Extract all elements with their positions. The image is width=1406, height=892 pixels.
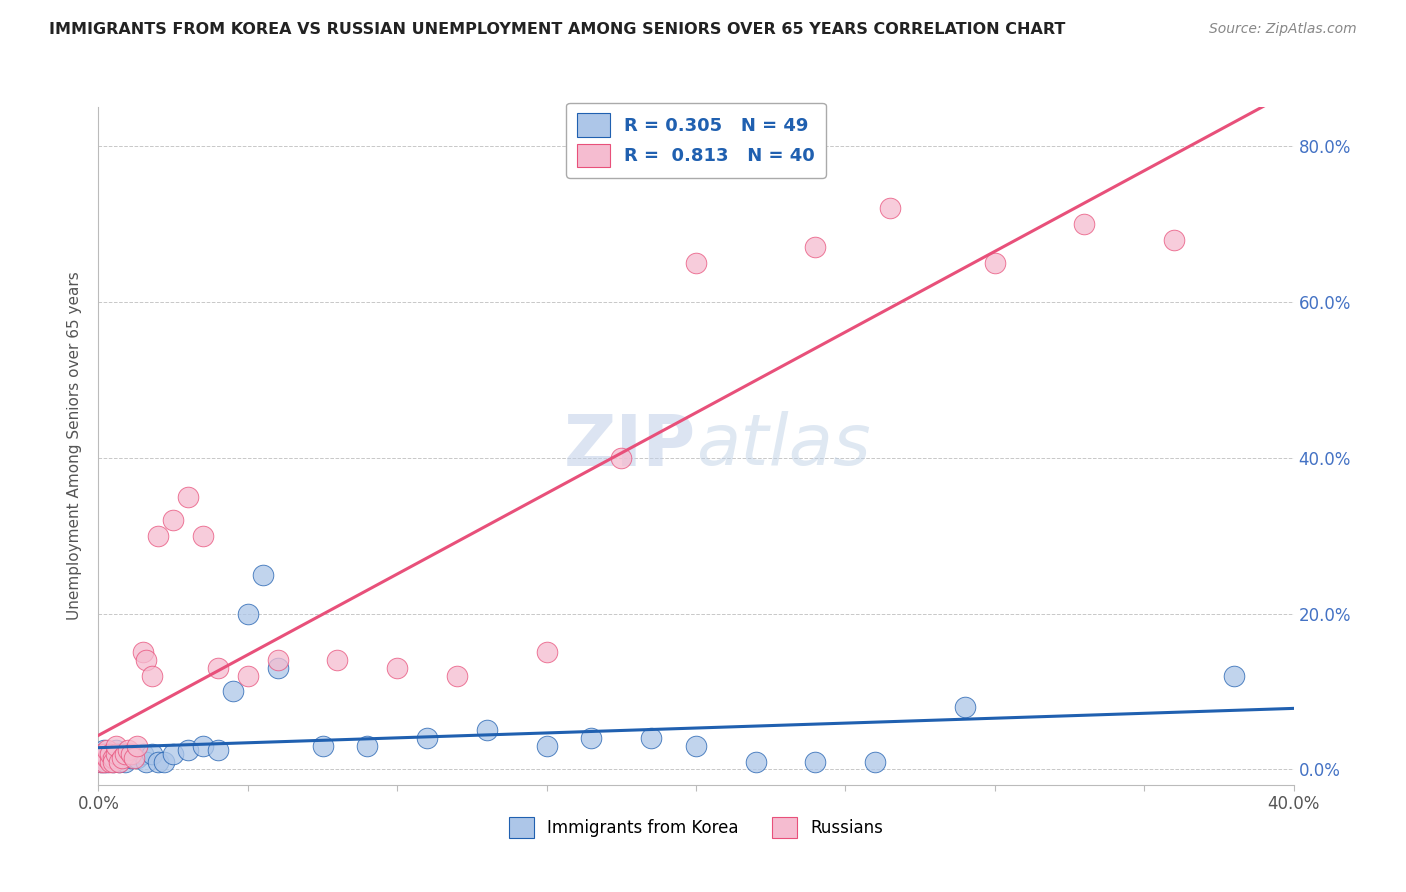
- Text: IMMIGRANTS FROM KOREA VS RUSSIAN UNEMPLOYMENT AMONG SENIORS OVER 65 YEARS CORREL: IMMIGRANTS FROM KOREA VS RUSSIAN UNEMPLO…: [49, 22, 1066, 37]
- Point: [120, 747, 142, 761]
- Y-axis label: Unemployment Among Seniors over 65 years: Unemployment Among Seniors over 65 years: [67, 272, 83, 620]
- Point: [162, 747, 184, 761]
- Point: [103, 755, 125, 769]
- Point: [96, 743, 118, 757]
- Point: [96, 750, 118, 764]
- Point: [124, 747, 146, 761]
- Point: [252, 567, 274, 582]
- Point: [953, 700, 976, 714]
- Point: [1073, 217, 1095, 231]
- Point: [135, 653, 157, 667]
- Point: [124, 750, 146, 764]
- Point: [177, 743, 200, 757]
- Point: [148, 755, 170, 769]
- Point: [105, 743, 128, 757]
- Point: [90, 755, 112, 769]
- Point: [117, 743, 139, 757]
- Point: [108, 747, 131, 761]
- Point: [581, 731, 603, 746]
- Point: [105, 747, 128, 761]
- Point: [536, 645, 558, 659]
- Point: [177, 490, 200, 504]
- Point: [475, 723, 498, 738]
- Point: [267, 661, 290, 675]
- Point: [93, 747, 115, 761]
- Point: [267, 653, 290, 667]
- Point: [105, 747, 128, 761]
- Point: [446, 669, 468, 683]
- Point: [385, 661, 409, 675]
- Point: [640, 731, 662, 746]
- Point: [108, 755, 131, 769]
- Point: [536, 739, 558, 753]
- Point: [90, 750, 112, 764]
- Point: [356, 739, 378, 753]
- Point: [105, 739, 128, 753]
- Point: [1223, 669, 1246, 683]
- Point: [98, 747, 122, 761]
- Point: [207, 743, 229, 757]
- Point: [804, 240, 827, 254]
- Point: [96, 747, 118, 761]
- Point: [108, 755, 131, 769]
- Point: [103, 755, 125, 769]
- Point: [111, 750, 134, 764]
- Point: [120, 750, 142, 764]
- Point: [98, 750, 122, 764]
- Point: [103, 750, 125, 764]
- Point: [96, 755, 118, 769]
- Point: [103, 750, 125, 764]
- Point: [1163, 233, 1185, 247]
- Point: [865, 755, 887, 769]
- Text: Source: ZipAtlas.com: Source: ZipAtlas.com: [1209, 22, 1357, 37]
- Point: [685, 739, 707, 753]
- Point: [93, 747, 115, 761]
- Point: [132, 645, 155, 659]
- Point: [93, 743, 115, 757]
- Point: [135, 755, 157, 769]
- Point: [111, 747, 134, 761]
- Point: [90, 747, 112, 761]
- Point: [685, 256, 707, 270]
- Point: [141, 747, 163, 761]
- Point: [416, 731, 439, 746]
- Point: [191, 739, 214, 753]
- Point: [141, 669, 163, 683]
- Point: [90, 747, 112, 761]
- Point: [153, 755, 176, 769]
- Text: ZIP: ZIP: [564, 411, 696, 481]
- Point: [162, 513, 184, 527]
- Point: [236, 669, 259, 683]
- Point: [93, 755, 115, 769]
- Point: [93, 755, 115, 769]
- Point: [117, 747, 139, 761]
- Point: [114, 755, 136, 769]
- Point: [326, 653, 349, 667]
- Point: [127, 739, 149, 753]
- Point: [98, 747, 122, 761]
- Point: [804, 755, 827, 769]
- Text: atlas: atlas: [696, 411, 870, 481]
- Point: [98, 755, 122, 769]
- Point: [984, 256, 1007, 270]
- Point: [114, 747, 136, 761]
- Point: [90, 755, 112, 769]
- Point: [207, 661, 229, 675]
- Legend: R = 0.305   N = 49, R =  0.813   N = 40: R = 0.305 N = 49, R = 0.813 N = 40: [567, 103, 825, 178]
- Point: [148, 528, 170, 542]
- Point: [127, 750, 149, 764]
- Point: [222, 684, 245, 698]
- Point: [132, 747, 155, 761]
- Point: [191, 528, 214, 542]
- Point: [111, 750, 134, 764]
- Point: [745, 755, 768, 769]
- Point: [879, 202, 901, 216]
- Point: [610, 450, 633, 465]
- Point: [311, 739, 333, 753]
- Point: [236, 607, 259, 621]
